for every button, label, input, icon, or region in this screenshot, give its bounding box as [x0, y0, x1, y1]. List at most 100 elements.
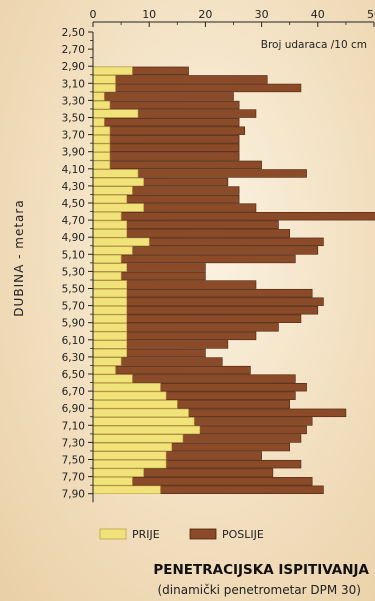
y-tick-label: 5,70 — [62, 301, 85, 313]
bar-prije — [92, 177, 144, 187]
bar-prije — [92, 323, 128, 332]
bar-prije — [92, 169, 139, 178]
bar-prije — [92, 109, 139, 118]
y-tick-label: 5,90 — [62, 318, 85, 330]
bar-prije — [92, 220, 128, 229]
bar-prije — [92, 143, 111, 152]
bar-poslije — [92, 152, 240, 161]
bar-prije — [92, 152, 111, 161]
bar-prije — [92, 331, 128, 341]
x-tick-label: 30 — [255, 8, 269, 21]
bar-prije — [92, 357, 122, 366]
bar-prije — [92, 459, 167, 469]
y-tick-label: 6,30 — [62, 352, 85, 364]
y-tick-label: 3,30 — [62, 95, 85, 107]
bar-prije — [92, 160, 111, 170]
bar-prije — [92, 212, 122, 221]
y-tick-label: 7,70 — [62, 472, 85, 484]
y-tick-label: 4,70 — [62, 215, 85, 227]
bar-prije — [92, 365, 116, 375]
bar-prije — [92, 417, 195, 426]
y-tick-label: 6,90 — [62, 403, 85, 415]
bar-prije — [92, 126, 111, 135]
legend-swatch-poslije — [189, 528, 217, 540]
bar-prije — [92, 75, 116, 84]
bar-prije — [92, 348, 128, 358]
bar-poslije — [92, 143, 240, 152]
bar-poslije — [92, 254, 296, 264]
bar-prije — [92, 425, 201, 435]
bar-prije — [92, 434, 184, 443]
x-tick-label: 40 — [311, 8, 325, 21]
bar-prije — [92, 92, 105, 101]
y-tick-label: 3,10 — [62, 78, 85, 90]
bar-prije — [92, 203, 144, 212]
y-tick-label: 7,10 — [62, 420, 85, 432]
bar-prije — [92, 229, 128, 238]
chart-subtitle: (dinamički penetrometar DPM 30) — [157, 583, 362, 597]
bar-poslije — [92, 92, 234, 101]
bar-prije — [92, 117, 105, 127]
bar-prije — [92, 66, 133, 76]
bar-prije — [92, 306, 128, 315]
y-tick-label: 2,90 — [62, 61, 85, 73]
y-tick-label: 5,50 — [62, 284, 85, 296]
y-tick-label: 6,10 — [62, 335, 85, 347]
bar-prije — [92, 297, 128, 306]
y-tick-label: 4,10 — [62, 164, 85, 176]
bar-prije — [92, 186, 133, 195]
y-tick-label: 2,50 — [62, 27, 85, 39]
legend-label-prije: PRIJE — [132, 528, 160, 541]
bar-poslije — [92, 126, 246, 135]
bar-poslije — [92, 83, 302, 93]
bar-poslije — [92, 100, 240, 110]
y-tick-label: 5,30 — [62, 266, 85, 278]
y-tick-label: 4,90 — [62, 232, 85, 244]
bar-poslije — [92, 365, 251, 375]
y-tick-label: 6,70 — [62, 386, 85, 398]
y-tick-label: 6,50 — [62, 369, 85, 381]
bar-prije — [92, 400, 178, 409]
y-tick-label: 4,30 — [62, 181, 85, 193]
bar-poslije — [92, 135, 240, 144]
bar-prije — [92, 237, 150, 247]
y-tick-label: 5,10 — [62, 249, 85, 261]
bar-prije — [92, 263, 128, 272]
x-tick-label: 50 — [367, 8, 375, 21]
chart-title: PENETRACIJSKA ISPITIVANJA — [153, 562, 369, 578]
x-tick-label: 10 — [142, 8, 156, 21]
bar-prije — [92, 477, 133, 486]
bar-prije — [92, 374, 133, 383]
bar-prije — [92, 468, 144, 477]
bar-prije — [92, 288, 128, 298]
bar-prije — [92, 340, 128, 349]
bar-prije — [92, 382, 161, 392]
legend-swatch-prije — [99, 528, 127, 540]
x-tick-label: 20 — [198, 8, 212, 21]
bar-prije — [92, 194, 128, 204]
y-tick-label: 3,90 — [62, 147, 85, 159]
bar-prije — [92, 83, 116, 93]
y-tick-label: 7,90 — [62, 489, 85, 501]
bar-prije — [92, 271, 122, 281]
x-tick-label: 0 — [90, 8, 97, 21]
bar-poslije — [92, 75, 268, 84]
bar-poslije — [92, 117, 240, 127]
bar-prije — [92, 408, 189, 418]
bar-prije — [92, 451, 167, 460]
bar-prije — [92, 100, 111, 110]
bar-prije — [92, 391, 167, 400]
y-tick-label: 3,50 — [62, 113, 85, 125]
bar-poslije — [92, 160, 262, 170]
y-tick-label: 3,70 — [62, 130, 85, 142]
bar-poslije — [92, 212, 375, 221]
y-tick-label: 7,30 — [62, 437, 85, 449]
legend-label-poslije: POSLIJE — [222, 528, 264, 541]
y-axis-label: DUBINA - metara — [12, 199, 26, 317]
bar-prije — [92, 280, 128, 289]
bar-prije — [92, 314, 128, 323]
x-axis-label: Broj udaraca /10 cm — [261, 39, 367, 51]
bar-poslije — [92, 297, 324, 306]
bar-prije — [92, 246, 133, 255]
